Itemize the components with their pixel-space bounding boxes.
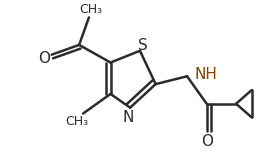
Text: CH₃: CH₃ <box>66 115 89 128</box>
Text: N: N <box>123 110 134 125</box>
Text: CH₃: CH₃ <box>79 3 102 16</box>
Text: O: O <box>38 51 50 66</box>
Text: NH: NH <box>195 67 218 82</box>
Text: S: S <box>138 38 148 53</box>
Text: O: O <box>201 133 213 148</box>
